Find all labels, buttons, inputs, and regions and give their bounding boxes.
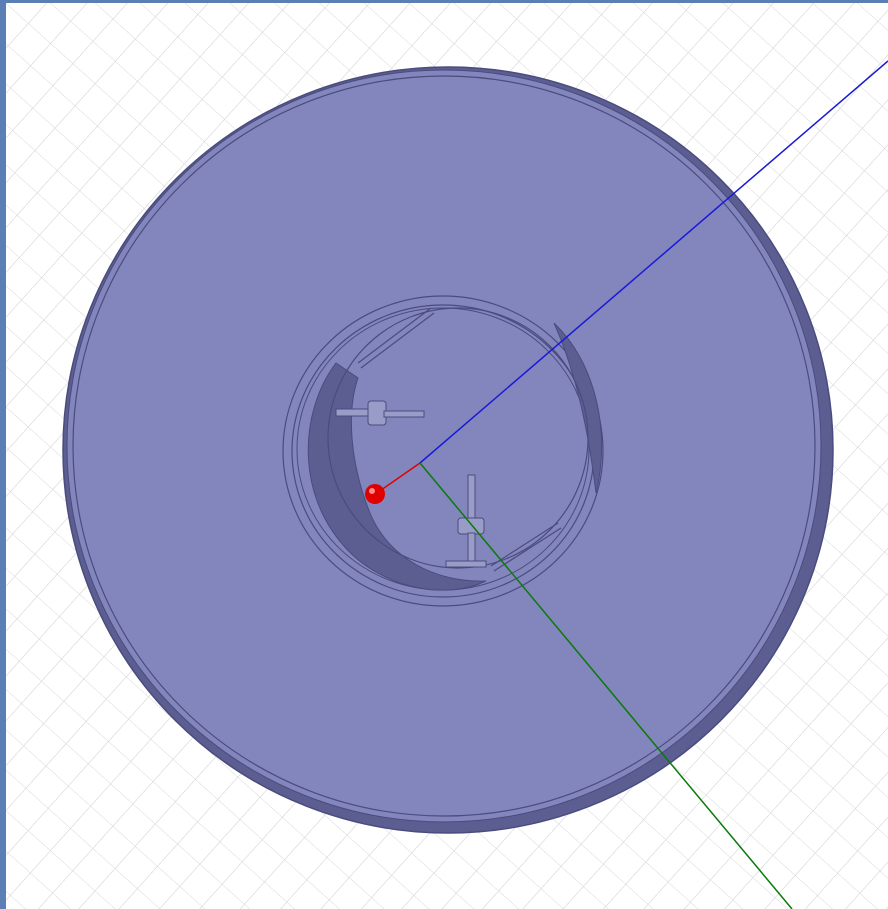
origin-point-highlight bbox=[369, 488, 375, 494]
window-frame-top bbox=[0, 0, 888, 3]
pin-fixture-upper[interactable] bbox=[335, 400, 425, 426]
flange-face-edge bbox=[72, 75, 816, 817]
z-axis-line bbox=[419, 60, 888, 464]
bore-inner-wall bbox=[307, 362, 487, 591]
3d-viewport[interactable] bbox=[6, 3, 888, 909]
model-housing[interactable] bbox=[62, 66, 834, 834]
y-axis-line bbox=[419, 462, 793, 909]
pin-fixture-lower[interactable] bbox=[445, 474, 487, 568]
window-frame-left bbox=[0, 0, 6, 909]
strut-lower-2 bbox=[490, 522, 559, 567]
strut-upper-2 bbox=[360, 312, 435, 369]
bore-outer-ring bbox=[282, 295, 604, 607]
strut-upper bbox=[357, 307, 432, 364]
viewport-canvas[interactable] bbox=[6, 3, 888, 909]
bore-back-ring bbox=[327, 307, 589, 569]
coordinate-triad bbox=[365, 60, 888, 909]
origin-point-marker[interactable] bbox=[365, 484, 385, 504]
strut-lower bbox=[493, 527, 562, 572]
